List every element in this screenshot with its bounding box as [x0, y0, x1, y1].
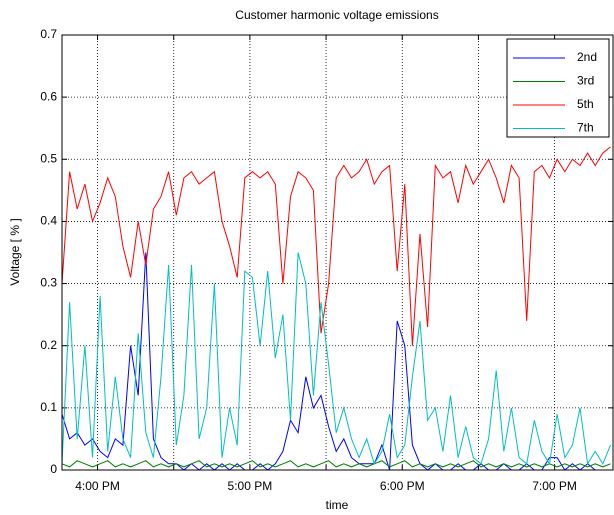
legend-label: 3rd: [577, 74, 594, 88]
legend-box: [506, 38, 610, 138]
y-tick-label: 0.5: [40, 151, 57, 165]
series-line: [61, 146, 611, 346]
y-tick-label: 0.7: [40, 27, 57, 41]
y-tick-label: 0: [50, 462, 57, 476]
series-line: [61, 460, 611, 468]
x-tick-label: 4:00 PM: [75, 479, 120, 493]
series-line: [61, 252, 611, 466]
legend-label: 2nd: [577, 50, 597, 64]
y-tick-label: 0.6: [40, 89, 57, 103]
x-tick-label: 7:00 PM: [532, 479, 577, 493]
legend-label: 5th: [577, 97, 594, 111]
plot-frame: [61, 34, 614, 471]
y-tick-label: 0.4: [40, 214, 57, 228]
y-tick-label: 0.2: [40, 338, 57, 352]
y-tick-label: 0.3: [40, 276, 57, 290]
y-tick-label: 0.1: [40, 400, 57, 414]
x-axis-label: time: [326, 498, 349, 512]
chart-title: Customer harmonic voltage emissions: [235, 8, 438, 22]
x-tick-label: 6:00 PM: [380, 479, 425, 493]
x-tick-label: 5:00 PM: [228, 479, 273, 493]
y-axis-label: Voltage [ % ]: [8, 218, 22, 285]
legend-label: 7th: [577, 121, 594, 135]
